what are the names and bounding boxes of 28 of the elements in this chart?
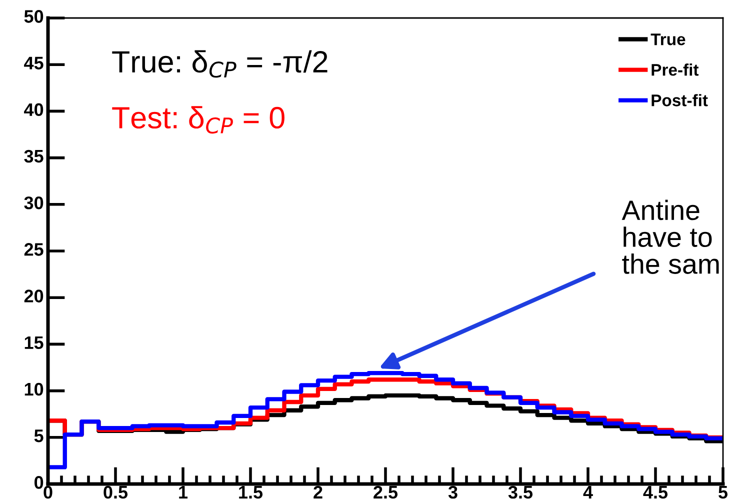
x-tick-label: 3	[448, 486, 458, 499]
legend-label: Pre-fit	[652, 64, 699, 76]
y-tick-label: 30	[24, 196, 44, 210]
x-tick-label: 1.5	[239, 486, 263, 499]
x-tick-label: 4.5	[643, 486, 668, 499]
y-tick-label: 50	[24, 10, 44, 23]
y-tick-label: 15	[24, 336, 44, 350]
legend-label: True	[650, 34, 686, 46]
x-tick-label: 2	[314, 486, 322, 498]
y-tick-label: 40	[24, 103, 44, 116]
y-tick-label: 20	[24, 290, 44, 302]
x-tick-label: 1	[179, 486, 188, 498]
x-tick-label: 3.5	[508, 486, 533, 499]
y-tick-label: 45	[24, 56, 44, 70]
x-tick-label: 0.5	[104, 486, 128, 499]
x-tick-label: 0	[44, 486, 52, 499]
annotation: True: δ$_{CP}$ = -π/2	[112, 50, 328, 78]
legend-label: Post-fit	[652, 94, 708, 106]
y-tick-label: 25	[24, 243, 44, 256]
y-tick-label: 10	[24, 382, 44, 396]
y-tick-label: 0	[34, 476, 44, 489]
y-tick-label: 5	[34, 430, 44, 442]
annotation: Test: δ$_{CP}$ = 0	[112, 106, 284, 134]
x-tick-label: 2.5	[374, 486, 398, 499]
x-tick-label: 4	[583, 486, 593, 498]
annotation: Antine have to the sam	[622, 200, 719, 274]
x-tick-label: 5	[718, 486, 728, 499]
y-tick-label: 35	[24, 150, 44, 163]
